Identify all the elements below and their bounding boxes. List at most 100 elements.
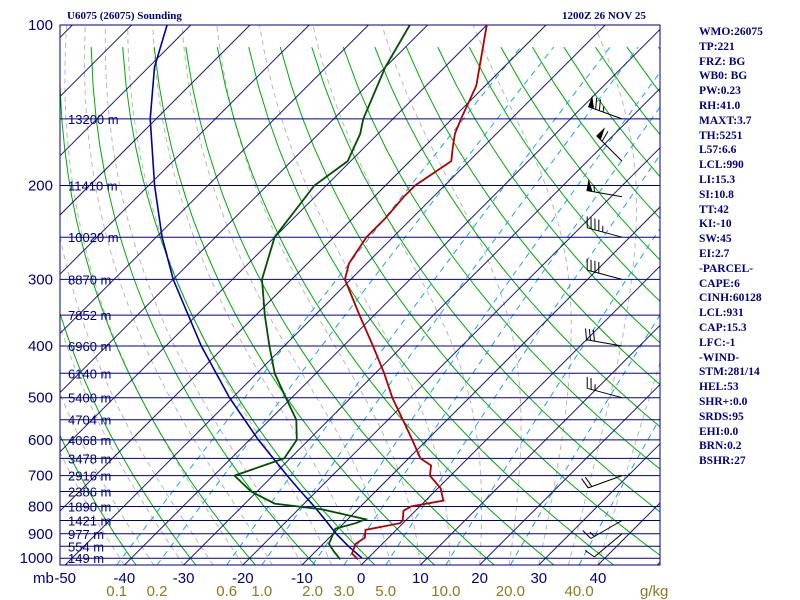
- isotherm: [479, 383, 660, 565]
- sounding-index: PW:0.23: [699, 85, 741, 98]
- temperature-tick-label: 30: [530, 570, 547, 587]
- mixing-ratio-tick-label: 20.0: [496, 583, 525, 600]
- temperature-tick-label: -30: [173, 570, 195, 587]
- sounding-index: -WIND-: [699, 351, 740, 364]
- wind-barb: [585, 328, 623, 347]
- temperature-labels: -50 -40 -30 -20 -10 0 10 20 30 40: [54, 570, 606, 587]
- dry-adiabat: [248, 46, 615, 565]
- mixing-ratio-tick-label: 40.0: [564, 583, 593, 600]
- moist-adiabat: [104, 25, 303, 565]
- wind-barb: [584, 533, 623, 558]
- dry-adiabat: [342, 46, 660, 470]
- dry-adiabat: [90, 47, 316, 565]
- pressure-tick-label: 1000: [20, 550, 53, 567]
- isotherm: [183, 87, 660, 565]
- parcel-trace: [149, 25, 363, 559]
- isotherm: [60, 25, 428, 394]
- wind-barb: [586, 216, 623, 238]
- height-labels: 13200 m 11410 m 10020 m 8870 m 7852 m 6960 m 6…: [68, 112, 119, 566]
- sounding-title: U6075 (26075) Sounding: [67, 10, 182, 22]
- sounding-index: SRDS:95: [699, 410, 744, 423]
- wind-barb: [581, 475, 623, 489]
- sounding-indices-list: WMO:26075 TP:221 FRZ: BG WB0: BG PW:0.23 RH:4…: [699, 25, 763, 469]
- temperature-tick-label: -50: [54, 570, 76, 587]
- sounding-index: SI:10.8: [699, 188, 734, 201]
- sounding-index: WB0: BG: [699, 70, 748, 83]
- dry-adiabat: [437, 46, 660, 344]
- mixing-ratio-line: [261, 46, 639, 565]
- mixing-ratio-line: [343, 106, 660, 565]
- wind-barb: [582, 520, 623, 539]
- dry-adiabat: [500, 46, 660, 261]
- height-label: 2916 m: [68, 469, 111, 484]
- wind-barb: [596, 127, 623, 162]
- height-label: 5400 m: [68, 391, 111, 406]
- sounding-index: BSHR:27: [699, 455, 746, 468]
- pressure-tick-label: 700: [28, 468, 53, 485]
- sounding-index: LCL:990: [699, 159, 744, 172]
- temperature-tick-label: 0: [357, 570, 365, 587]
- sounding-index: LI:15.3: [699, 173, 736, 186]
- dry-adiabat: [279, 46, 660, 556]
- sounding-index: BRN:0.2: [699, 440, 742, 453]
- mixing-ratio-line: [116, 46, 522, 565]
- temperature-tick-label: -20: [232, 570, 254, 587]
- dry-adiabat: [60, 434, 137, 565]
- moist-adiabat: [152, 25, 362, 565]
- wind-barb: [586, 376, 623, 399]
- mixing-ratio-line: [578, 417, 660, 565]
- sounding-index: L57:6.6: [699, 144, 737, 157]
- mixing-ratio-tick-label: 2.0: [302, 583, 323, 600]
- height-label: 3478 m: [68, 451, 111, 466]
- moist-adiabat: [60, 234, 214, 565]
- isotherm: [60, 25, 547, 512]
- isotherm: [60, 25, 192, 157]
- height-label: 7852 m: [68, 308, 111, 323]
- height-label: 13200 m: [68, 112, 119, 127]
- height-label: 554 m: [68, 539, 104, 554]
- sounding-index: WMO:26075: [699, 26, 763, 38]
- sounding-index: RH:41.0: [699, 99, 741, 112]
- sounding-index: -PARCEL-: [699, 262, 754, 275]
- moist-adiabat: [60, 392, 155, 565]
- plot-frame: [59, 24, 661, 566]
- sounding-index: TP:221: [699, 40, 735, 53]
- mixing-ratio-line: [156, 46, 554, 565]
- sounding-index: LFC:-1: [699, 336, 736, 349]
- pressure-labels: 100 200 300 400 500 600 700 800 900 1000: [20, 17, 53, 567]
- temperature-tick-label: 20: [471, 570, 488, 587]
- sounding-index: MAXT:3.7: [699, 114, 752, 127]
- isotherm: [301, 206, 660, 565]
- temperature-tick-label: 10: [412, 570, 429, 587]
- height-label: 8870 m: [68, 272, 111, 287]
- sounding-index: STM:281/14: [699, 366, 760, 379]
- mixing-ratio-labels: 0.1 0.2 0.6 1.0 2.0 3.0 5.0 10.0 20.0 40.0: [106, 583, 593, 600]
- sounding-time: 1200Z 26 NOV 25: [562, 10, 646, 22]
- sounding-index: CINH:60128: [699, 292, 762, 305]
- sounding-index: KI:-10: [699, 218, 732, 231]
- pressure-tick-label: 500: [28, 390, 53, 407]
- dry-adiabat: [153, 47, 435, 565]
- height-label: 10020 m: [68, 230, 119, 245]
- isotherm: [64, 25, 606, 565]
- height-label: 6960 m: [68, 339, 111, 354]
- mixing-ratio-line: [445, 227, 660, 565]
- height-label: 2386 m: [68, 485, 111, 500]
- isotherm: [124, 28, 660, 565]
- pressure-unit-label: mb: [33, 570, 54, 587]
- mixing-ratio-tick-label: 0.1: [106, 583, 127, 600]
- height-label: 11410 m: [68, 179, 118, 194]
- mixing-ratio-line: [385, 154, 660, 565]
- sounding-index: HEL:53: [699, 381, 739, 394]
- height-label: 4068 m: [68, 433, 111, 448]
- dry-adiabat: [185, 47, 495, 565]
- height-label: 6140 m: [68, 366, 111, 381]
- sounding-index: TH:5251: [699, 129, 743, 142]
- sounding-index: LCL:931: [699, 307, 744, 320]
- sounding-index: TT:42: [699, 203, 729, 216]
- sounding-index: EHI:0.0: [699, 425, 739, 438]
- isotherm: [60, 25, 310, 275]
- dry-adiabat: [311, 46, 660, 513]
- sounding-index: SHR+:0.0: [699, 395, 748, 408]
